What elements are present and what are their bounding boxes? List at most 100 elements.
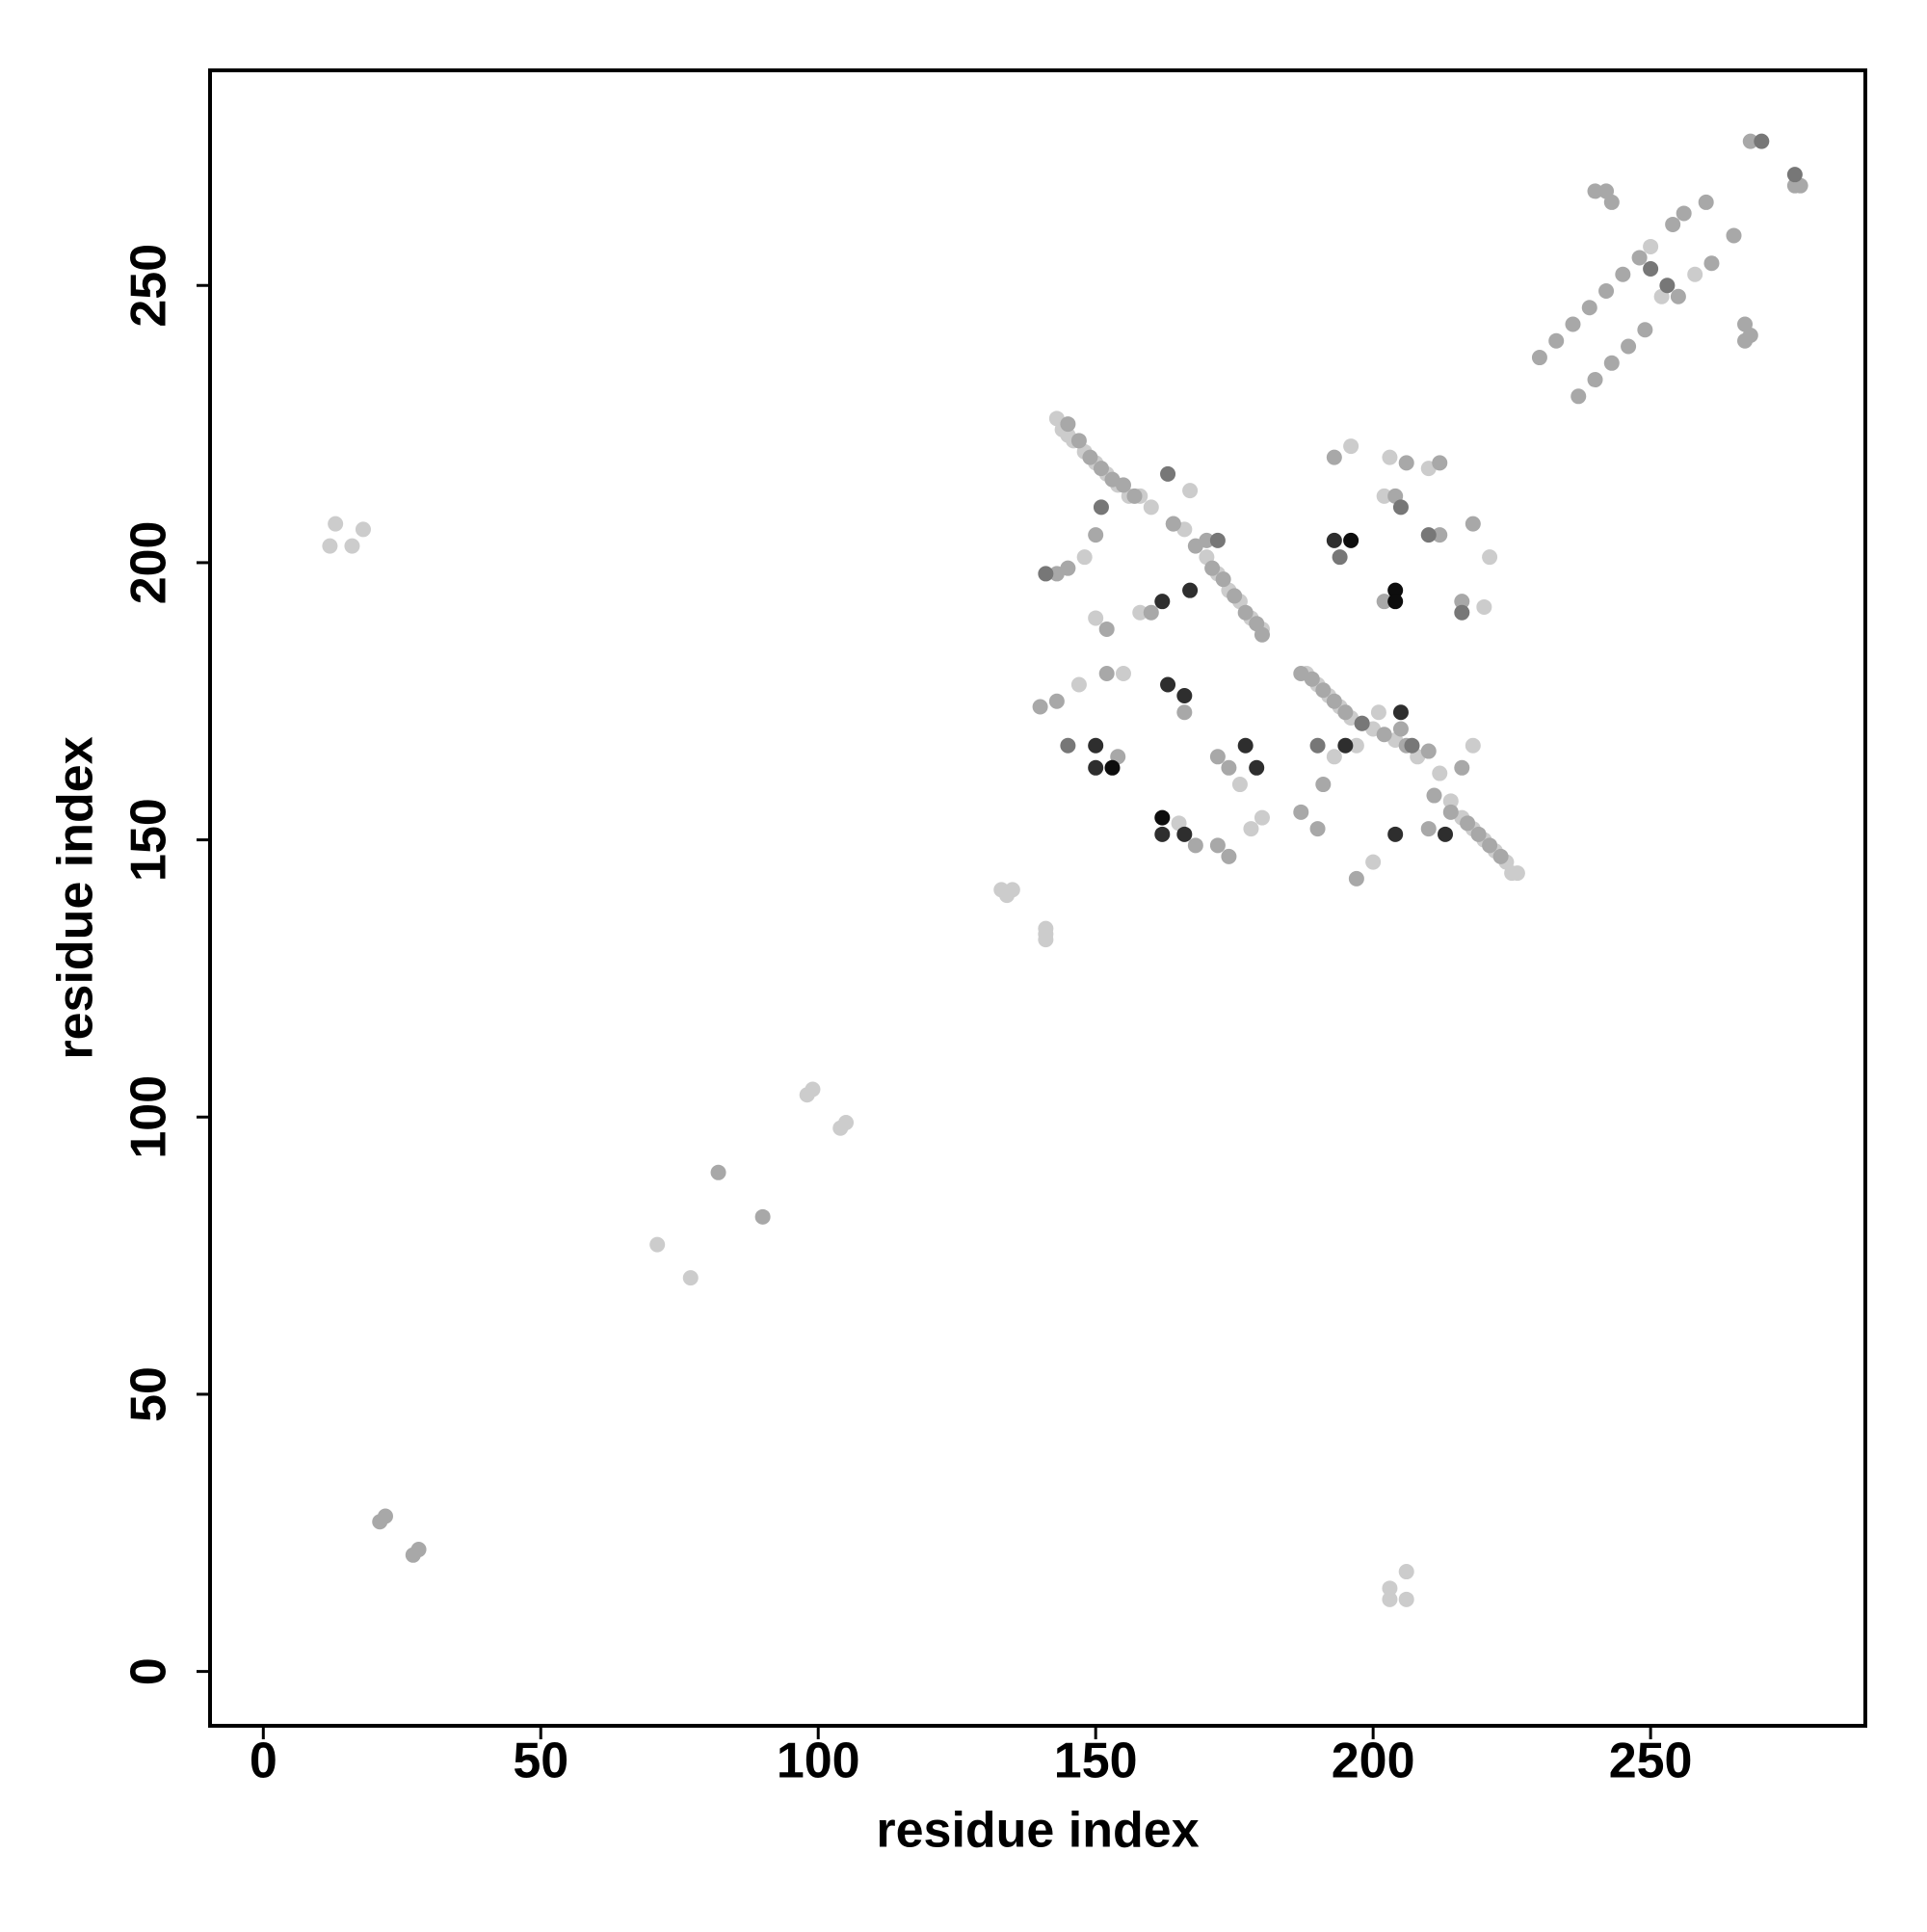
scatter-point: [1182, 582, 1199, 598]
scatter-point: [1392, 499, 1409, 516]
scatter-point: [1332, 549, 1348, 566]
x-tick-label: 200: [1332, 1734, 1415, 1789]
x-tick-label: 0: [250, 1734, 277, 1789]
scatter-point: [1420, 527, 1437, 543]
scatter-point: [1237, 737, 1254, 754]
scatter-point: [1060, 416, 1076, 433]
scatter-point: [1603, 194, 1620, 210]
scatter-point: [1603, 355, 1620, 371]
scatter-point: [1432, 527, 1448, 543]
scatter-point: [1637, 322, 1653, 338]
scatter-point: [1038, 932, 1054, 948]
scatter-point: [1470, 826, 1487, 842]
scatter-point: [1742, 133, 1758, 149]
scatter-point: [1343, 532, 1359, 548]
x-tick-label: 100: [777, 1734, 860, 1789]
scatter-point: [1088, 527, 1104, 543]
scatter-point: [1387, 594, 1404, 610]
scatter-point: [1598, 282, 1615, 299]
scatter-point: [1687, 266, 1703, 282]
scatter-point: [1531, 350, 1547, 366]
scatter-point: [710, 1164, 726, 1180]
scatter-point: [1254, 626, 1270, 643]
scatter-point: [1337, 737, 1354, 754]
scatter-point: [1659, 278, 1676, 294]
scatter-point: [1088, 759, 1104, 776]
scatter-point: [1476, 598, 1492, 615]
scatter-point: [805, 1081, 821, 1098]
scatter-point: [1465, 737, 1481, 754]
scatter-point: [1315, 682, 1332, 699]
scatter-point: [1082, 449, 1098, 465]
scatter-point: [1354, 715, 1370, 731]
scatter-point: [1432, 765, 1448, 781]
scatter-point: [1398, 455, 1414, 471]
scatter-point: [1199, 532, 1215, 548]
scatter-point: [1565, 316, 1581, 332]
scatter-point: [1387, 582, 1404, 598]
scatter-point: [1442, 793, 1459, 809]
scatter-point: [1048, 693, 1065, 709]
scatter-point: [1165, 516, 1181, 532]
scatter-point: [1643, 238, 1659, 254]
scatter-point: [682, 1270, 699, 1286]
scatter-point: [1465, 516, 1481, 532]
scatter-point: [1176, 826, 1193, 842]
scatter-point: [1204, 560, 1221, 576]
scatter-point: [1093, 461, 1109, 477]
scatter-point: [377, 1508, 393, 1524]
y-axis-label: residue index: [48, 736, 104, 1059]
scatter-point: [1665, 216, 1681, 232]
scatter-point: [322, 538, 338, 554]
scatter-point: [410, 1542, 427, 1558]
scatter-point: [1621, 338, 1637, 355]
scatter-point: [1581, 300, 1597, 316]
scatter-point: [1454, 594, 1470, 610]
scatter-point: [1326, 749, 1342, 765]
scatter-point: [1237, 604, 1254, 621]
scatter-point: [1376, 488, 1392, 504]
scatter-point: [1154, 594, 1171, 610]
scatter-point: [1304, 671, 1320, 687]
scatter-point: [1698, 194, 1714, 210]
scatter-point: [1309, 821, 1326, 837]
scatter-point: [1032, 699, 1048, 715]
y-tick-label: 150: [121, 798, 177, 882]
scatter-point: [1670, 288, 1686, 304]
scatter-point: [1382, 1591, 1398, 1607]
scatter-point: [1187, 837, 1203, 854]
scatter-point: [1154, 826, 1171, 842]
scatter-point: [754, 1208, 771, 1225]
y-tick-label: 250: [121, 244, 177, 328]
scatter-point: [1093, 499, 1109, 516]
y-tick-label: 50: [121, 1366, 177, 1422]
scatter-point: [1176, 687, 1193, 703]
scatter-point: [1587, 372, 1603, 388]
scatter-point: [1460, 815, 1476, 832]
scatter-point: [1571, 388, 1587, 405]
scatter-point: [1243, 821, 1259, 837]
scatter-point: [1337, 704, 1354, 721]
scatter-point: [1786, 167, 1803, 183]
scatter-point: [1227, 588, 1243, 604]
scatter-point: [1115, 477, 1131, 493]
scatter-point: [1115, 665, 1131, 681]
y-tick-label: 0: [121, 1657, 177, 1685]
scatter-point: [1249, 759, 1265, 776]
scatter-point: [1209, 532, 1226, 548]
scatter-point: [1438, 826, 1454, 842]
scatter-point: [649, 1236, 666, 1253]
scatter-point: [1343, 438, 1359, 455]
scatter-point: [1643, 260, 1659, 277]
scatter-point: [1398, 1591, 1414, 1607]
scatter-point: [838, 1115, 855, 1131]
scatter-point: [1631, 250, 1648, 266]
plot-frame: [208, 68, 1867, 1728]
scatter-point: [1160, 676, 1176, 693]
scatter-point: [1004, 882, 1020, 898]
scatter-point: [1454, 759, 1470, 776]
scatter-point: [1420, 743, 1437, 759]
scatter-point: [1676, 205, 1692, 222]
scatter-point: [1143, 499, 1159, 516]
